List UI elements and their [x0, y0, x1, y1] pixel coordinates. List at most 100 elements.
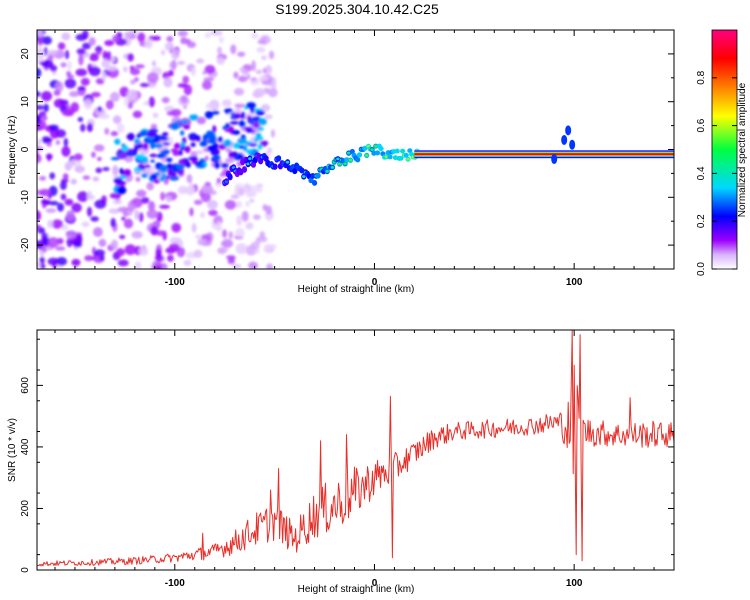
heatmap-noise-blob — [266, 147, 272, 154]
heatmap-cluster-blob — [170, 122, 180, 130]
heatmap-noise-blob — [151, 60, 156, 67]
heatmap-noise-blob — [106, 51, 112, 62]
snr-plot-area — [37, 330, 674, 570]
heatmap-noise-blob — [246, 73, 251, 80]
heatmap-noise-blob — [204, 32, 212, 39]
heatmap-noise-blob — [61, 32, 71, 41]
heatmap-noise-blob — [265, 205, 272, 215]
heatmap-noise-blob — [256, 46, 266, 53]
heatmap-noise-blob — [53, 89, 61, 96]
heatmap-noise-blob — [115, 248, 125, 257]
heatmap-cluster-blob — [159, 176, 166, 182]
heatmap-noise-blob — [112, 115, 122, 124]
heatmap-noise-blob — [112, 165, 119, 176]
heatmap-noise-blob — [235, 243, 248, 255]
heatmap-noise-blob — [44, 137, 53, 143]
heatmap-disturbance-blob — [551, 154, 558, 165]
heatmap-ridge-core — [246, 162, 250, 166]
heatmap-cluster-blob — [204, 110, 214, 119]
heatmap-noise-blob — [42, 36, 52, 45]
heatmap-cluster-blob — [188, 156, 199, 160]
heatmap-noise-blob — [109, 91, 120, 103]
heatmap-noise-blob — [169, 61, 178, 70]
heatmap-noise-blob — [193, 249, 203, 258]
heatmap-noise-blob — [95, 78, 105, 85]
heatmap-noise-blob — [47, 49, 59, 56]
heatmap-noise-blob — [122, 66, 128, 73]
heatmap-noise-blob — [216, 56, 225, 65]
heatmap-noise-blob — [196, 58, 205, 64]
heatmap-noise-blob — [186, 41, 197, 48]
heatmap-cluster-blob — [244, 140, 253, 145]
heatmap-noise-blob — [80, 77, 90, 86]
heatmap-noise-blob — [112, 199, 123, 205]
heatmap-noise-blob — [90, 216, 99, 222]
heatmap-cluster-blob — [190, 142, 196, 148]
heatmap-noise-blob — [95, 45, 103, 53]
heatmap-ridge-core — [336, 157, 340, 161]
heatmap-noise-blob — [37, 138, 42, 144]
heatmap-noise-blob — [42, 236, 50, 247]
heatmap-noise-blob — [235, 227, 245, 238]
heatmap-cluster-blob — [214, 161, 220, 169]
colorbar-frame — [711, 29, 738, 270]
heatmap-noise-blob — [217, 247, 227, 255]
heatmap-noise-blob — [67, 60, 72, 71]
heatmap-noise-blob — [97, 106, 103, 112]
heatmap-noise-blob — [115, 38, 127, 46]
heatmap-cluster-blob — [141, 173, 148, 178]
heatmap-noise-blob — [214, 181, 223, 187]
heatmap-noise-blob — [225, 157, 235, 164]
heatmap-noise-blob — [131, 199, 139, 204]
heatmap-cluster-blob — [121, 145, 129, 152]
heatmap-noise-blob — [177, 185, 188, 195]
heatmap-noise-blob — [117, 206, 129, 213]
heatmap-cluster-blob — [146, 130, 157, 138]
snr-series-layer — [37, 330, 674, 567]
heatmap-cluster-blob — [176, 163, 185, 170]
heatmap-noise-blob — [224, 199, 237, 210]
heatmap-noise-blob — [237, 51, 246, 57]
heatmap-noise-blob — [37, 104, 44, 110]
heatmap-cluster-blob — [258, 118, 267, 126]
heatmap-noise-blob — [49, 172, 56, 180]
heatmap-noise-blob — [41, 115, 48, 121]
heatmap-cluster-blob — [154, 171, 161, 177]
heatmap-noise-blob — [110, 239, 119, 250]
heatmap-noise-blob — [168, 243, 180, 252]
heatmap-noise-blob — [55, 139, 61, 146]
heatmap-cluster-blob — [195, 164, 206, 169]
heatmap-noise-blob — [77, 86, 86, 91]
heatmap-noise-blob — [138, 212, 144, 223]
heatmap-noise-blob — [127, 53, 134, 62]
snr-panel: -100 0 100 0 200 400 600 Height of straight li… — [7, 329, 675, 595]
heatmap-noise-blob — [251, 60, 256, 72]
heatmap-noise-blob — [185, 251, 197, 259]
heatmap-noise-blob — [93, 144, 105, 152]
heatmap-noise-blob — [245, 200, 250, 208]
heatmap-noise-blob — [132, 110, 143, 119]
heatmap-noise-blob — [195, 234, 202, 239]
heatmap-cluster-blob — [238, 138, 247, 145]
heatmap-noise-blob — [37, 224, 42, 230]
heatmap-ridge-blob — [241, 166, 248, 173]
heatmap-ridge-core — [337, 162, 342, 166]
heatmap-ridge-core — [325, 169, 329, 173]
heatmap-noise-blob — [61, 109, 74, 117]
colorbar-label: Normalized spectral amplitude — [737, 82, 748, 217]
heatmap-noise-blob — [159, 204, 171, 209]
heatmap-noise-blob — [267, 87, 278, 98]
heatmap-cluster-blob — [232, 142, 241, 149]
heatmap-noise-blob — [255, 69, 263, 75]
heatmap-noise-blob — [129, 68, 141, 76]
heatmap-noise-blob — [229, 256, 235, 262]
heatmap-noise-blob — [135, 64, 145, 69]
heatmap-cluster-blob — [231, 151, 238, 158]
heatmap-noise-blob — [39, 256, 45, 265]
heatmap-noise-blob — [154, 254, 164, 263]
heatmap-cluster-blob — [123, 169, 132, 177]
heatmap-noise-blob — [55, 246, 66, 251]
colorbar-tick-label: 0.4 — [696, 166, 707, 180]
heatmap-disturbance-blob — [569, 139, 576, 150]
heatmap-cluster-blob — [126, 151, 135, 157]
